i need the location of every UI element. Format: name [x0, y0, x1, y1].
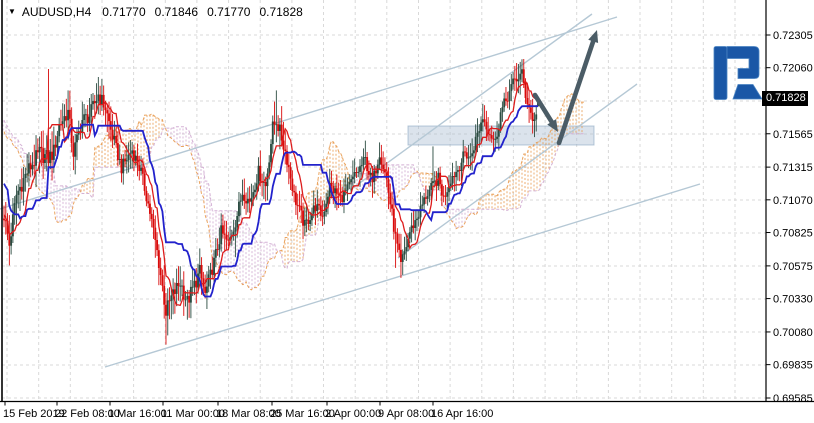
high-value: 0.71846 [154, 5, 199, 19]
x-axis-label: 1 Mar 16:00 [108, 408, 167, 420]
forecast-arrows [532, 30, 599, 146]
chart-header: ▼ AUDUSD,H4 0.71770 0.71846 0.71770 0.71… [8, 5, 312, 19]
ichimoku-cloud [2, 93, 585, 291]
logo-r-leg [732, 84, 762, 100]
x-axis-label: 18 Mar 08:00 [216, 408, 281, 420]
x-axis-label: 15 Feb 2019 [3, 408, 65, 420]
forecast-arrow-down-head [547, 119, 558, 132]
roboforex-logo-icon [713, 46, 762, 100]
y-axis-label: 0.70080 [773, 327, 813, 339]
x-axis-label: 25 Mar 16:00 [270, 408, 335, 420]
y-axis-label: 0.70575 [773, 261, 813, 273]
y-axis-label: 0.70825 [773, 228, 813, 240]
x-axis-label: 22 Feb 08:00 [55, 408, 120, 420]
trendline-1[interactable] [0, 16, 618, 210]
x-axis-label: 16 Apr 16:00 [431, 408, 493, 420]
x-axis-label: 2 Apr 00:00 [325, 408, 381, 420]
y-axis-label: 0.71070 [773, 195, 813, 207]
y-axis-label: 0.69835 [773, 360, 813, 372]
candles [3, 59, 539, 345]
y-axis-label: 0.72305 [773, 30, 813, 42]
symbol-timeframe-label: AUDUSD,H4 [21, 5, 92, 19]
y-axis-label: 0.70330 [773, 294, 813, 306]
forecast-arrow-up-head [588, 30, 599, 44]
ichimoku-lines [3, 80, 538, 307]
y-axis-label: 0.71315 [773, 162, 813, 174]
trendline-2[interactable] [104, 183, 701, 368]
open-value: 0.71770 [102, 5, 146, 19]
logo-r-bowl [726, 46, 760, 79]
close-value: 0.71828 [259, 5, 303, 19]
bid-price-label: 0.71828 [766, 92, 806, 105]
trendline-3[interactable] [349, 13, 593, 191]
forecast-arrow-up[interactable] [556, 36, 597, 146]
y-axis-label: 0.69585 [773, 393, 813, 405]
chart-menu-arrow-icon[interactable]: ▼ [8, 7, 16, 16]
trendline-4[interactable] [397, 83, 638, 259]
bid-price-box: 0.71828 [762, 91, 808, 107]
trendlines [0, 13, 701, 368]
forecast-arrow-down[interactable] [532, 92, 556, 127]
low-value: 0.71770 [207, 5, 251, 19]
y-axis-label: 0.72060 [773, 63, 813, 75]
grid [2, 0, 766, 401]
x-axis-label: 9 Apr 08:00 [378, 408, 434, 420]
y-axis-label: 0.71565 [773, 129, 813, 141]
x-axis-label: 11 Mar 00:00 [161, 408, 225, 420]
